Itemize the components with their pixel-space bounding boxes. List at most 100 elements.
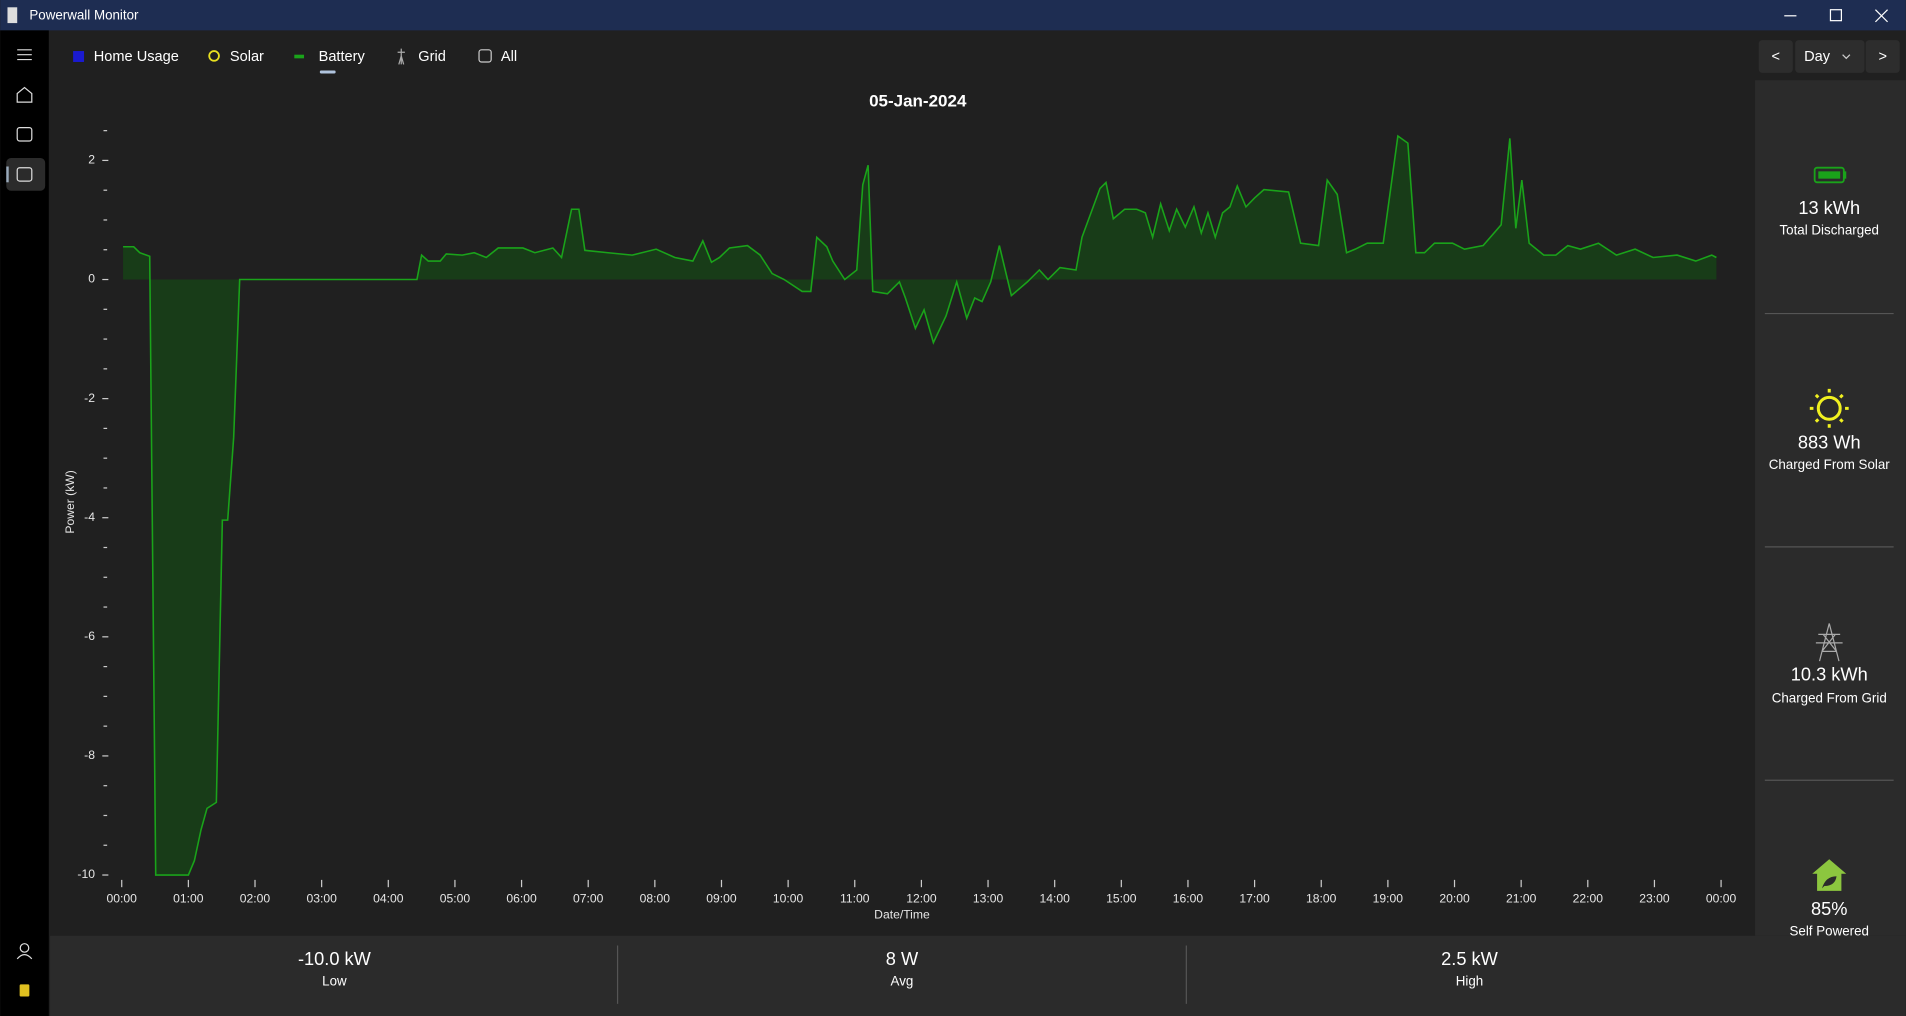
x-tick-label: 09:00	[706, 892, 737, 906]
nav-devices[interactable]	[16, 126, 33, 142]
y-tick-label: 0	[88, 272, 95, 286]
nav-selected-indicator	[6, 166, 9, 183]
dropdown-chevron	[1842, 54, 1851, 60]
sun-rays	[1809, 388, 1849, 428]
battery-tip	[1843, 171, 1847, 179]
x-tick-label: 16:00	[1173, 892, 1204, 906]
summary-value: 85%	[1811, 899, 1847, 919]
y-tick-label: -2	[84, 391, 95, 405]
x-tick-label: 19:00	[1373, 892, 1404, 906]
x-tick-label: 01:00	[173, 892, 204, 906]
area-fill	[123, 136, 1717, 876]
x-tick-label: 14:00	[1039, 892, 1070, 906]
stat-label: Low	[322, 974, 347, 989]
chart-area	[50, 80, 1756, 936]
nav-account[interactable]	[19, 943, 30, 953]
stat-value: -10.0 kW	[298, 949, 372, 969]
x-tick-label: 11:00	[840, 892, 870, 906]
summary-card: 10.3 kWh Charged From Grid	[1772, 623, 1887, 705]
nav-home[interactable]	[16, 86, 33, 103]
summary-value: 883 Wh	[1798, 432, 1861, 452]
tab[interactable]: Home Usage	[73, 49, 179, 65]
battery-level	[1818, 171, 1841, 179]
x-tick-label: 17:00	[1239, 892, 1270, 906]
prev-button[interactable]	[1758, 40, 1793, 73]
y-axis-title: Power (kW)	[63, 470, 77, 533]
summary-label: Total Discharged	[1779, 222, 1879, 237]
battery-icon	[294, 54, 305, 59]
solar-icon	[208, 50, 220, 62]
plot: -10 -8 -6 -4 -2 0 2 00:00 01:00 02:00 03:00 04:00 05…	[77, 130, 1737, 906]
stat-label: Avg	[891, 974, 914, 989]
tab-label[interactable]: Battery	[319, 49, 366, 65]
x-tick-label: 03:00	[306, 892, 337, 906]
x-tick-label: 02:00	[240, 892, 271, 906]
y-tick-label: -4	[84, 510, 95, 524]
grid-icon	[397, 48, 405, 65]
x-tick-label: 10:00	[773, 892, 804, 906]
stats-bar	[50, 935, 1906, 1016]
stat-label: High	[1456, 974, 1483, 989]
x-tick-label: 07:00	[573, 892, 604, 906]
summary-card: 883 Wh Charged From Solar	[1769, 388, 1891, 472]
maximize-button[interactable]	[1829, 9, 1842, 22]
x-tick-label: 20:00	[1439, 892, 1470, 906]
tab[interactable]: Battery	[294, 49, 366, 74]
x-tick-label: 15:00	[1106, 892, 1137, 906]
stat-value: 8 W	[886, 949, 919, 969]
x-tick-label: 00:00	[1706, 892, 1737, 906]
nav-rail	[0, 30, 49, 1016]
y-tick-label: -10	[77, 867, 95, 881]
x-tick-label: 04:00	[373, 892, 404, 906]
tab[interactable]: Solar	[208, 49, 264, 65]
x-tick-label: 12:00	[906, 892, 937, 906]
x-tick-label: 22:00	[1573, 892, 1604, 906]
summary-label: Self Powered	[1790, 924, 1869, 939]
all-icon	[478, 49, 492, 63]
summary-card: 85% Self Powered	[1790, 859, 1869, 939]
next-button[interactable]	[1865, 40, 1900, 73]
x-tick-label: 23:00	[1639, 892, 1670, 906]
nav-selected-bg	[6, 157, 46, 191]
x-tick-label: 13:00	[973, 892, 1004, 906]
period-dropdown[interactable]	[1795, 40, 1865, 73]
nav-settings[interactable]	[19, 984, 30, 997]
menu-button[interactable]	[17, 49, 32, 61]
next-label[interactable]: >	[1878, 49, 1887, 65]
x-tick-label: 05:00	[440, 892, 471, 906]
tab-label[interactable]: All	[501, 49, 517, 65]
nav-account-body	[16, 954, 33, 960]
prev-label[interactable]: <	[1772, 49, 1781, 65]
summary-panel	[1755, 80, 1906, 936]
chart-title: 05-Jan-2024	[869, 92, 967, 111]
stat-value: 2.5 kW	[1441, 949, 1498, 969]
summary-card: 13 kWh Total Discharged	[1779, 166, 1879, 237]
nav-history[interactable]	[16, 167, 33, 182]
period-label[interactable]: Day	[1804, 49, 1831, 65]
tab-label[interactable]: Home Usage	[94, 49, 179, 65]
tab[interactable]: Grid	[397, 48, 446, 65]
x-axis-title: Date/Time	[874, 907, 930, 921]
x-tick-label: 08:00	[640, 892, 671, 906]
x-tick-label: 21:00	[1506, 892, 1537, 906]
x-tick-label: 00:00	[107, 892, 138, 906]
y-tick-label: 2	[88, 153, 95, 167]
tab-label[interactable]: Grid	[418, 49, 446, 65]
x-tick-label: 18:00	[1306, 892, 1337, 906]
leaf-icon	[1821, 876, 1837, 889]
house-icon	[1812, 859, 1847, 891]
tab-label[interactable]: Solar	[230, 49, 264, 65]
home-usage-icon	[73, 51, 85, 62]
summary-label: Charged From Grid	[1772, 690, 1887, 705]
tab[interactable]: All	[478, 49, 517, 65]
summary-value: 13 kWh	[1798, 198, 1860, 218]
title-bar	[0, 0, 1906, 31]
summary-label: Charged From Solar	[1769, 457, 1891, 472]
x-tick-label: 06:00	[506, 892, 537, 906]
tower-icon	[1815, 623, 1843, 662]
window-title: Powerwall Monitor	[29, 7, 139, 22]
close-button[interactable]	[1874, 9, 1889, 23]
selected-tab-underline	[319, 70, 336, 74]
